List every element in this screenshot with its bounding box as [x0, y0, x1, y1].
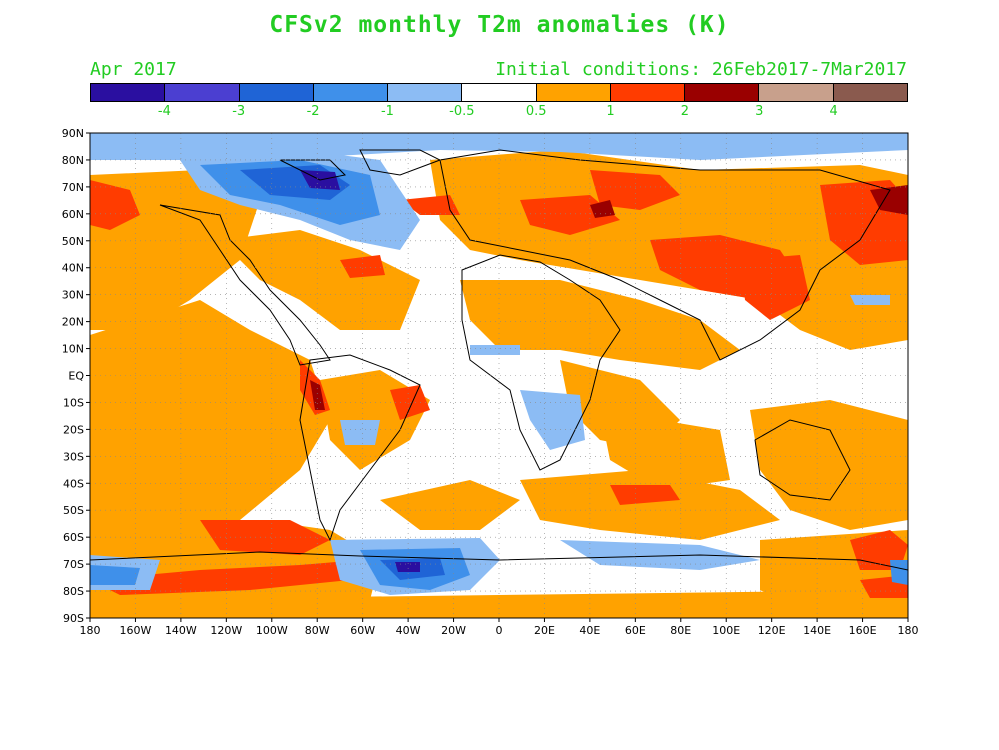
longitude-labels: 180 160W 140W 120W 100W 80W 60W 40W 20W 0 20E 40E 60…: [80, 618, 919, 637]
lat-label: 20N: [62, 316, 84, 329]
colorbar-swatch: [313, 84, 389, 101]
lat-label: 20S: [63, 423, 84, 436]
lon-label: 20E: [534, 624, 555, 637]
latitude-labels: 90N 80N 70N 60N 50N 40N 30N 20N 10N EQ 10S 20S 30S 40…: [62, 127, 90, 625]
lon-label: 60E: [625, 624, 646, 637]
colorbar-label: 2: [680, 104, 690, 119]
lon-label: 20W: [441, 624, 466, 637]
lat-label: 30S: [63, 450, 84, 463]
lat-label: 80N: [62, 154, 84, 167]
lat-label: 30N: [62, 289, 84, 302]
colorbar-swatch: [610, 84, 686, 101]
lon-label: 40W: [396, 624, 421, 637]
lon-label: 180: [80, 624, 101, 637]
lon-label: 180: [898, 624, 919, 637]
lat-label: 50S: [63, 504, 84, 517]
lon-label: 140E: [803, 624, 831, 637]
lon-label: 80W: [305, 624, 330, 637]
lat-label: 40S: [63, 477, 84, 490]
colorbar-swatch: [388, 84, 463, 101]
lat-label: 80S: [63, 585, 84, 598]
forecast-month: Apr 2017: [90, 59, 177, 80]
lat-label: 50N: [62, 235, 84, 248]
lon-label: 0: [496, 624, 503, 637]
lon-label: 40E: [579, 624, 600, 637]
lat-label: 90N: [62, 127, 84, 140]
colorbar-label: -3: [232, 104, 246, 119]
colorbar-label: 0.5: [525, 104, 547, 119]
colorbar-label: -1: [380, 104, 394, 119]
colorbar: [90, 83, 908, 102]
lon-label: 120E: [758, 624, 786, 637]
lat-label: 70N: [62, 181, 84, 194]
map-title: CFSv2 monthly T2m anomalies (K): [269, 12, 730, 38]
lon-label: 120W: [210, 624, 242, 637]
coastlines: [90, 149, 908, 571]
colorbar-swatch: [165, 84, 240, 101]
colorbar-swatch: [536, 84, 611, 101]
lat-label: EQ: [68, 370, 84, 383]
grid: [90, 133, 908, 618]
colorbar-swatch: [685, 84, 760, 101]
lat-label: 40N: [62, 262, 84, 275]
colorbar-label: -0.5: [449, 104, 475, 119]
colorbar-label: 1: [606, 104, 615, 119]
colorbar-swatch: [759, 84, 834, 101]
colorbar-label: 4: [829, 104, 838, 119]
anomaly-fields: [90, 133, 908, 618]
lon-label: 100E: [712, 624, 740, 637]
lat-label: 60S: [63, 531, 84, 544]
colorbar-swatch: [833, 84, 907, 101]
colorbar-swatch: [91, 84, 166, 101]
lon-label: 60W: [350, 624, 375, 637]
lat-label: 10S: [63, 396, 84, 409]
colorbar-label: 3: [755, 104, 764, 119]
colorbar-label: -4: [157, 104, 171, 119]
initial-conditions: Initial conditions: 26Feb2017-7Mar2017: [495, 59, 907, 80]
colorbar-label: -2: [306, 104, 320, 119]
lat-label: 90S: [63, 612, 84, 625]
colorbar-swatch: [462, 84, 537, 101]
lon-label: 160E: [849, 624, 877, 637]
colorbar-swatch: [239, 84, 314, 101]
lat-label: 70S: [63, 558, 84, 571]
lon-label: 80E: [670, 624, 691, 637]
lon-label: 140W: [165, 624, 197, 637]
lat-label: 10N: [62, 343, 84, 356]
lon-label: 160W: [120, 624, 152, 637]
lat-label: 60N: [62, 208, 84, 221]
lon-label: 100W: [256, 624, 288, 637]
